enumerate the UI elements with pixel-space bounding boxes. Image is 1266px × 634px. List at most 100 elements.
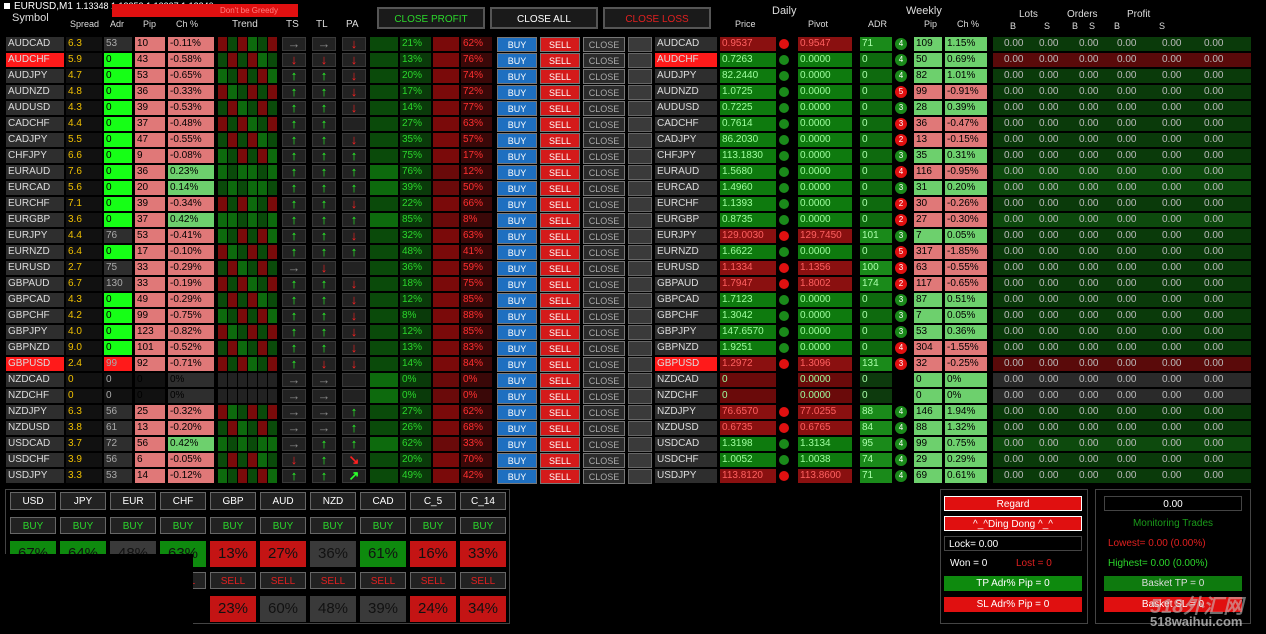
buy-button[interactable]: BUY — [497, 373, 537, 388]
currency-buy-button[interactable]: BUY — [360, 517, 406, 534]
currency-sell-button[interactable]: SELL — [460, 572, 506, 589]
currency-tab-gbp[interactable]: GBP — [210, 492, 256, 510]
currency-sell-button[interactable]: SELL — [410, 572, 456, 589]
close-button[interactable]: CLOSE — [583, 437, 625, 452]
symbol-cell[interactable]: EURUSD — [6, 261, 64, 275]
blank-button[interactable] — [628, 357, 652, 372]
close-button[interactable]: CLOSE — [583, 229, 625, 244]
currency-sell-button[interactable]: SELL — [210, 572, 256, 589]
close-button[interactable]: CLOSE — [583, 453, 625, 468]
symbol-cell[interactable]: EURGBP — [6, 213, 64, 227]
sell-button[interactable]: SELL — [540, 261, 580, 276]
sell-button[interactable]: SELL — [540, 469, 580, 484]
symbol-cell[interactable]: GBPNZD — [6, 341, 64, 355]
sell-button[interactable]: SELL — [540, 37, 580, 52]
ding-dong-button[interactable]: ^_^Ding Dong ^_^ — [944, 516, 1082, 531]
currency-buy-button[interactable]: BUY — [60, 517, 106, 534]
close-button[interactable]: CLOSE — [583, 133, 625, 148]
close-button[interactable]: CLOSE — [583, 197, 625, 212]
symbol-cell[interactable]: GBPJPY — [6, 325, 64, 339]
buy-button[interactable]: BUY — [497, 245, 537, 260]
buy-button[interactable]: BUY — [497, 197, 537, 212]
symbol-cell[interactable]: AUDNZD — [6, 85, 64, 99]
sell-button[interactable]: SELL — [540, 245, 580, 260]
symbol-cell[interactable]: NZDJPY — [6, 405, 64, 419]
symbol-cell[interactable]: USDCAD — [6, 437, 64, 451]
currency-tab-eur[interactable]: EUR — [110, 492, 156, 510]
blank-button[interactable] — [628, 101, 652, 116]
buy-button[interactable]: BUY — [497, 165, 537, 180]
close-button[interactable]: CLOSE — [583, 165, 625, 180]
symbol-cell[interactable]: NZDUSD — [6, 421, 64, 435]
buy-button[interactable]: BUY — [497, 149, 537, 164]
currency-tab-nzd[interactable]: NZD — [310, 492, 356, 510]
blank-button[interactable] — [628, 309, 652, 324]
sell-button[interactable]: SELL — [540, 437, 580, 452]
symbol-cell[interactable]: EURCHF — [6, 197, 64, 211]
currency-tab-aud[interactable]: AUD — [260, 492, 306, 510]
sell-button[interactable]: SELL — [540, 69, 580, 84]
buy-button[interactable]: BUY — [497, 261, 537, 276]
sell-button[interactable]: SELL — [540, 133, 580, 148]
sell-button[interactable]: SELL — [540, 293, 580, 308]
symbol-cell[interactable]: EURAUD — [6, 165, 64, 179]
blank-button[interactable] — [628, 53, 652, 68]
buy-button[interactable]: BUY — [497, 309, 537, 324]
symbol-cell[interactable]: NZDCHF — [6, 389, 64, 403]
symbol-cell[interactable]: GBPUSD — [6, 357, 64, 371]
close-button[interactable]: CLOSE — [583, 309, 625, 324]
currency-tab-jpy[interactable]: JPY — [60, 492, 106, 510]
blank-button[interactable] — [628, 405, 652, 420]
sell-button[interactable]: SELL — [540, 421, 580, 436]
buy-button[interactable]: BUY — [497, 37, 537, 52]
buy-button[interactable]: BUY — [497, 437, 537, 452]
blank-button[interactable] — [628, 117, 652, 132]
symbol-cell[interactable]: CADJPY — [6, 133, 64, 147]
sell-button[interactable]: SELL — [540, 357, 580, 372]
close-button[interactable]: CLOSE — [583, 421, 625, 436]
close-button[interactable]: CLOSE — [583, 405, 625, 420]
currency-sell-button[interactable]: SELL — [310, 572, 356, 589]
buy-button[interactable]: BUY — [497, 101, 537, 116]
symbol-cell[interactable]: AUDUSD — [6, 101, 64, 115]
currency-buy-button[interactable]: BUY — [260, 517, 306, 534]
currency-tab-cad[interactable]: CAD — [360, 492, 406, 510]
blank-button[interactable] — [628, 181, 652, 196]
buy-button[interactable]: BUY — [497, 133, 537, 148]
symbol-cell[interactable]: NZDCAD — [6, 373, 64, 387]
symbol-cell[interactable]: USDJPY — [6, 469, 64, 483]
currency-buy-button[interactable]: BUY — [410, 517, 456, 534]
close-button[interactable]: CLOSE — [583, 389, 625, 404]
blank-button[interactable] — [628, 69, 652, 84]
close-button[interactable]: CLOSE — [583, 357, 625, 372]
blank-button[interactable] — [628, 229, 652, 244]
symbol-cell[interactable]: EURNZD — [6, 245, 64, 259]
close-profit-button[interactable]: CLOSE PROFIT — [377, 7, 485, 29]
buy-button[interactable]: BUY — [497, 421, 537, 436]
buy-button[interactable]: BUY — [497, 469, 537, 484]
sell-button[interactable]: SELL — [540, 277, 580, 292]
symbol-cell[interactable]: GBPCAD — [6, 293, 64, 307]
close-button[interactable]: CLOSE — [583, 325, 625, 340]
sell-button[interactable]: SELL — [540, 325, 580, 340]
sell-button[interactable]: SELL — [540, 453, 580, 468]
currency-sell-button[interactable]: SELL — [360, 572, 406, 589]
blank-button[interactable] — [628, 453, 652, 468]
buy-button[interactable]: BUY — [497, 69, 537, 84]
blank-button[interactable] — [628, 421, 652, 436]
sell-button[interactable]: SELL — [540, 341, 580, 356]
buy-button[interactable]: BUY — [497, 277, 537, 292]
close-button[interactable]: CLOSE — [583, 261, 625, 276]
buy-button[interactable]: BUY — [497, 293, 537, 308]
buy-button[interactable]: BUY — [497, 85, 537, 100]
close-button[interactable]: CLOSE — [583, 245, 625, 260]
close-all-button[interactable]: CLOSE ALL — [490, 7, 598, 29]
currency-buy-button[interactable]: BUY — [110, 517, 156, 534]
close-button[interactable]: CLOSE — [583, 117, 625, 132]
sell-button[interactable]: SELL — [540, 373, 580, 388]
symbol-cell[interactable]: AUDCHF — [6, 53, 64, 67]
close-button[interactable]: CLOSE — [583, 277, 625, 292]
buy-button[interactable]: BUY — [497, 405, 537, 420]
blank-button[interactable] — [628, 325, 652, 340]
close-button[interactable]: CLOSE — [583, 373, 625, 388]
